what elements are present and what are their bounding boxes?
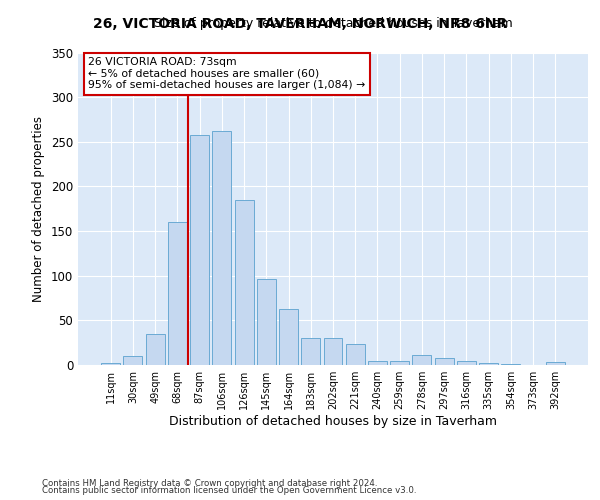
Bar (323, 338, 343, 365)
Bar (257, 280, 276, 365)
Bar (190, 134, 209, 365)
Bar (479, 363, 498, 365)
Bar (457, 360, 476, 365)
Bar (346, 344, 365, 365)
Bar (124, 356, 142, 365)
Bar (101, 363, 120, 365)
Bar (412, 355, 431, 365)
Bar (435, 358, 454, 365)
Text: Contains public sector information licensed under the Open Government Licence v3: Contains public sector information licen… (42, 486, 416, 495)
Text: 26 VICTORIA ROAD: 73sqm
← 5% of detached houses are smaller (60)
95% of semi-det: 26 VICTORIA ROAD: 73sqm ← 5% of detached… (88, 57, 365, 90)
Bar (368, 360, 387, 365)
Y-axis label: Number of detached properties: Number of detached properties (32, 116, 46, 302)
Bar (502, 364, 520, 365)
Text: Contains HM Land Registry data © Crown copyright and database right 2024.: Contains HM Land Registry data © Crown c… (42, 478, 377, 488)
Bar (168, 222, 187, 365)
Text: 26, VICTORIA ROAD, TAVERHAM, NORWICH, NR8 6NR: 26, VICTORIA ROAD, TAVERHAM, NORWICH, NR… (93, 18, 507, 32)
Bar (279, 308, 298, 365)
Bar (235, 200, 254, 365)
Bar (212, 131, 231, 365)
Title: Size of property relative to detached houses in Taverham: Size of property relative to detached ho… (154, 18, 512, 30)
X-axis label: Distribution of detached houses by size in Taverham: Distribution of detached houses by size … (169, 415, 497, 428)
Bar (301, 338, 320, 365)
Bar (146, 334, 164, 365)
Bar (390, 360, 409, 365)
Bar (546, 362, 565, 365)
